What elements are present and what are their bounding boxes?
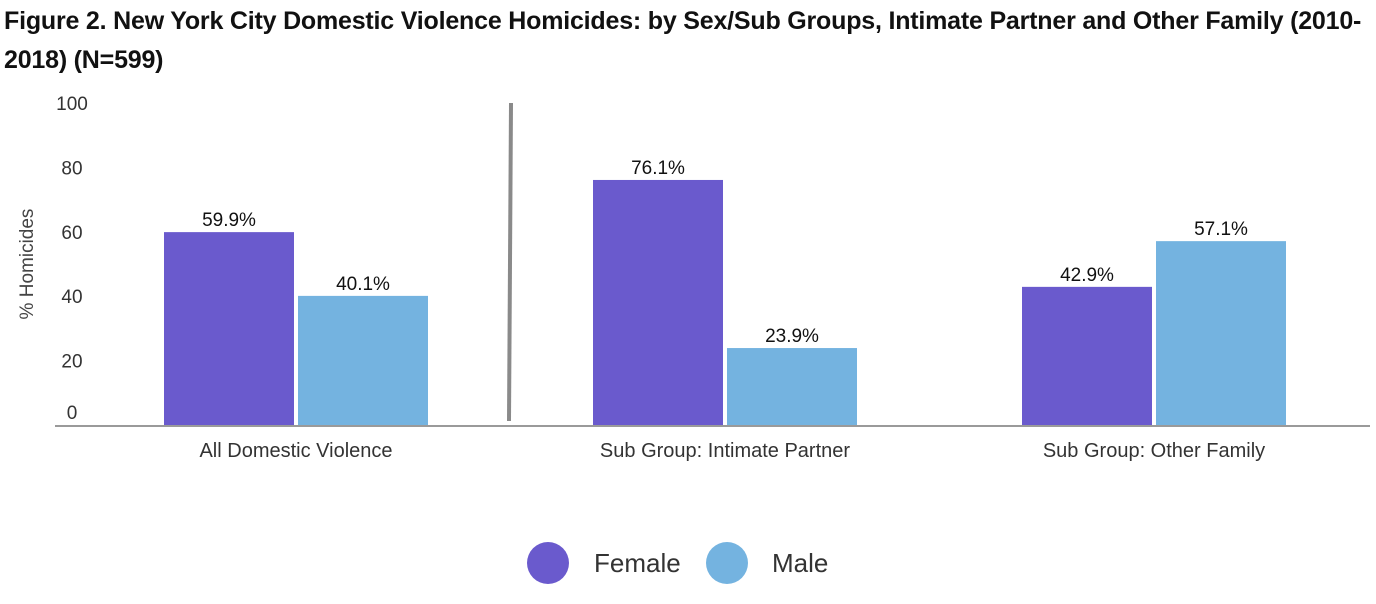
legend: Female Male xyxy=(527,542,828,584)
legend-label-female: Female xyxy=(594,548,681,578)
y-tick-label: 60 xyxy=(61,223,82,244)
data-label-male-1: 23.9% xyxy=(765,326,819,347)
y-tick-label: 0 xyxy=(67,403,78,424)
category-labels: All Domestic Violence Sub Group: Intimate… xyxy=(199,440,1265,462)
chart-title: Figure 2. New York City Domestic Violenc… xyxy=(4,7,1362,74)
bar-male-2 xyxy=(1156,241,1286,425)
legend-label-male: Male xyxy=(772,548,828,578)
y-tick-label: 40 xyxy=(61,287,82,308)
bar-female-0 xyxy=(164,232,294,425)
category-label: All Domestic Violence xyxy=(199,440,392,462)
bar-male-1 xyxy=(727,348,857,425)
data-label-male-0: 40.1% xyxy=(336,274,390,295)
data-label-female-2: 42.9% xyxy=(1060,265,1114,286)
category-label: Sub Group: Intimate Partner xyxy=(600,440,850,462)
bar-male-0 xyxy=(298,295,428,425)
data-label-male-2: 57.1% xyxy=(1194,219,1248,240)
data-labels-group: 59.9% 40.1% 76.1% 23.9% 42.9% 57.1% xyxy=(202,158,1248,347)
y-tick-label: 100 xyxy=(56,94,88,115)
data-label-female-0: 59.9% xyxy=(202,210,256,231)
y-tick-label: 20 xyxy=(61,352,82,373)
y-axis-title: % Homicides xyxy=(17,209,38,320)
bar-female-1 xyxy=(593,179,723,425)
y-tick-label: 80 xyxy=(61,158,82,179)
group-separator-line xyxy=(507,102,513,422)
bars-group xyxy=(164,179,1286,425)
y-axis-ticks: 0 20 40 60 80 100 xyxy=(56,94,88,424)
legend-swatch-male xyxy=(706,542,748,584)
data-label-female-1: 76.1% xyxy=(631,158,685,179)
bar-female-2 xyxy=(1022,286,1152,425)
legend-swatch-female xyxy=(527,542,569,584)
category-label: Sub Group: Other Family xyxy=(1043,440,1265,462)
